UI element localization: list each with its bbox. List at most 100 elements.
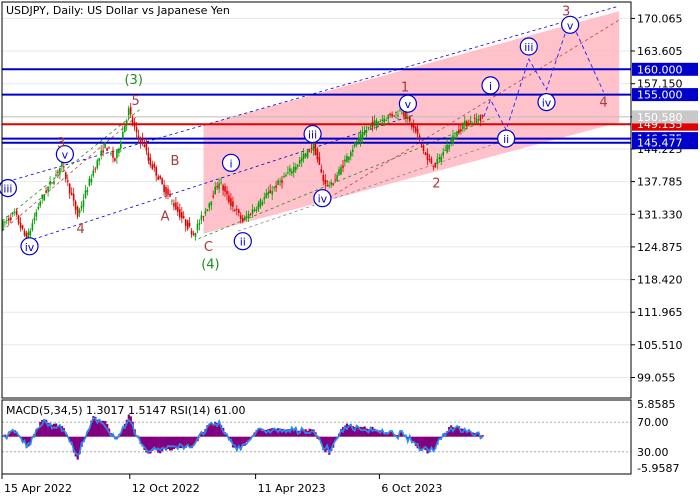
macd-bar (3, 434, 7, 437)
candle-body (100, 150, 102, 156)
candle-body (190, 230, 193, 235)
wave-guide-line (1, 5, 620, 184)
macd-bar (340, 429, 343, 437)
candle-body (218, 183, 220, 189)
candle-body (122, 131, 124, 139)
candle-body (403, 112, 405, 117)
candle-body (61, 161, 63, 167)
macd-bar (381, 430, 384, 437)
macd-bar (357, 427, 360, 437)
wave-guide-line (237, 137, 514, 232)
candle-body (434, 162, 437, 168)
candle-body (401, 112, 403, 114)
macd-bar (123, 423, 126, 437)
candle-body (361, 131, 364, 140)
wave-label: 2 (432, 177, 440, 192)
wave-label: iii (524, 41, 533, 54)
candle-body (357, 137, 360, 143)
macd-bar (119, 432, 122, 437)
candle-body (412, 123, 415, 128)
macd-bar (49, 423, 52, 437)
candle-body (239, 215, 242, 219)
macd-bar (369, 428, 372, 437)
date-tick-label: 6 Oct 2023 (381, 482, 442, 495)
candle-body (161, 178, 163, 185)
candle-body (129, 107, 132, 115)
macd-bar (27, 436, 30, 447)
price-tick-label: 137.785 (637, 176, 683, 189)
candle-body (37, 207, 40, 209)
macd-bar (448, 427, 451, 437)
candle-body (206, 209, 209, 211)
macd-bar (290, 428, 293, 437)
indicator-tick-label: 30.00 (637, 446, 669, 459)
candle-body (196, 223, 199, 231)
macd-bar (178, 436, 181, 449)
macd-bar (200, 433, 203, 437)
candle-body (414, 126, 417, 132)
candle-body (65, 172, 67, 180)
wave-label: 5 (132, 94, 140, 109)
macd-bar (210, 422, 213, 437)
macd-bar (131, 421, 134, 437)
candle-body (135, 127, 138, 133)
macd-bar (37, 427, 40, 437)
macd-bar (422, 436, 425, 450)
wave-label: ii (503, 133, 509, 146)
macd-bar (418, 436, 421, 450)
candle-body (377, 121, 380, 125)
candle-body (324, 179, 327, 185)
candle-body (104, 142, 106, 148)
candle-body (11, 213, 14, 214)
candle-body (314, 141, 317, 156)
macd-bar (351, 426, 354, 437)
wave-guide-line (324, 18, 622, 202)
candle-body (90, 178, 93, 183)
forecast-path (483, 17, 604, 132)
candle-body (381, 119, 384, 121)
candle-body (92, 170, 95, 176)
candle-body (236, 208, 238, 211)
macd-bar (257, 429, 260, 437)
candle-body (72, 193, 75, 201)
candle-body (302, 154, 305, 159)
price-tick-label: 99.055 (637, 372, 676, 385)
candle-body (202, 216, 205, 218)
wave-label-circle (519, 37, 538, 56)
macd-bar (56, 426, 60, 437)
price-panel-frame (1, 1, 632, 399)
candle-body (253, 209, 256, 212)
candle-body (466, 121, 468, 127)
candle-body (124, 125, 126, 133)
wave-label: B (171, 154, 180, 169)
date-tick-label: 12 Oct 2022 (132, 482, 200, 495)
candle-body (76, 206, 79, 217)
candle-body (342, 165, 344, 168)
candle-body (424, 152, 427, 155)
candle-body (407, 116, 409, 120)
candle-body (469, 120, 472, 124)
wave-label-circle (537, 92, 556, 112)
candle-body (460, 129, 462, 131)
candle-body (391, 114, 393, 117)
macd-bar (428, 436, 431, 452)
candle-body (255, 209, 258, 211)
macd-bar (70, 436, 73, 445)
macd-bar (141, 436, 144, 447)
indicator-tick-label: 70.00 (637, 416, 669, 429)
candle-body (112, 150, 114, 158)
macd-bar (330, 436, 333, 451)
candle-body (220, 182, 222, 184)
macd-bar (121, 427, 124, 437)
macd-bar (147, 436, 150, 454)
candle-body (149, 157, 152, 166)
candle-body (422, 145, 425, 151)
wave-label-circle (0, 179, 17, 198)
macd-bar (294, 428, 297, 437)
candle-body (8, 218, 10, 221)
macd-bar (353, 427, 356, 437)
candle-body (116, 149, 118, 159)
macd-bar (377, 432, 380, 437)
wave-guide-line (198, 116, 494, 240)
candle-body (316, 148, 319, 160)
